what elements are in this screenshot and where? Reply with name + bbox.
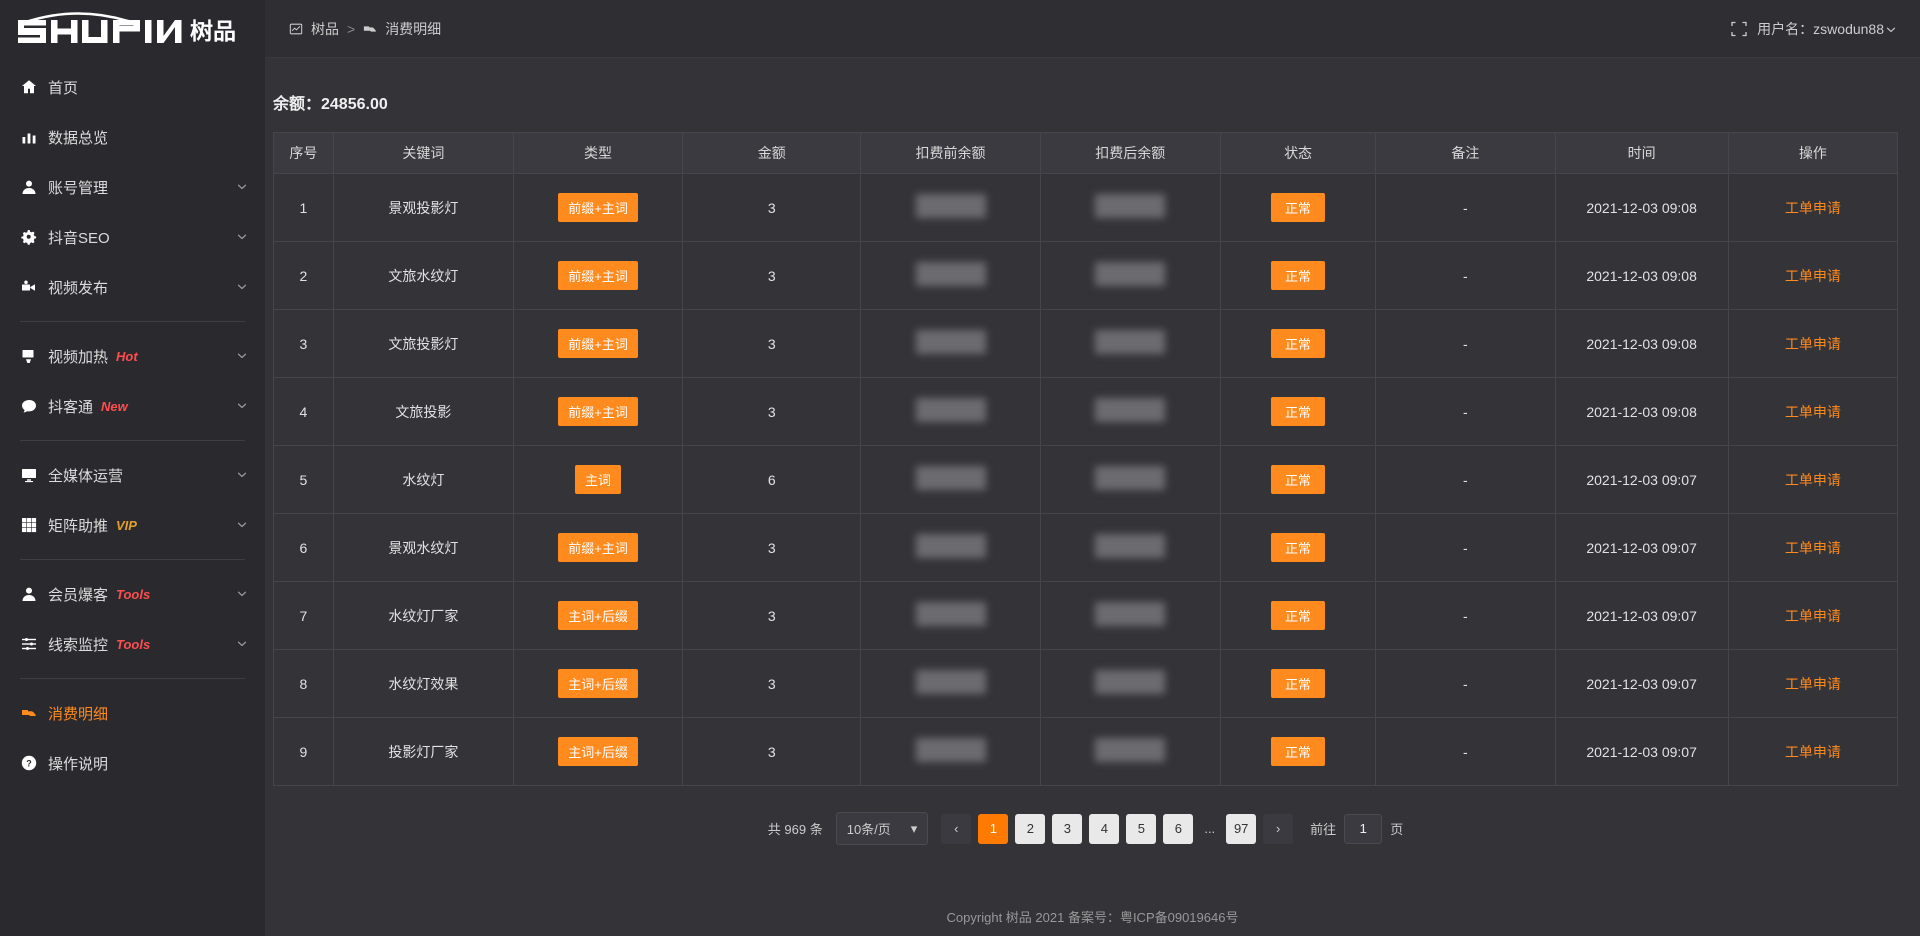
svg-text:树品: 树品 (190, 18, 236, 44)
svg-text:?: ? (26, 758, 32, 768)
